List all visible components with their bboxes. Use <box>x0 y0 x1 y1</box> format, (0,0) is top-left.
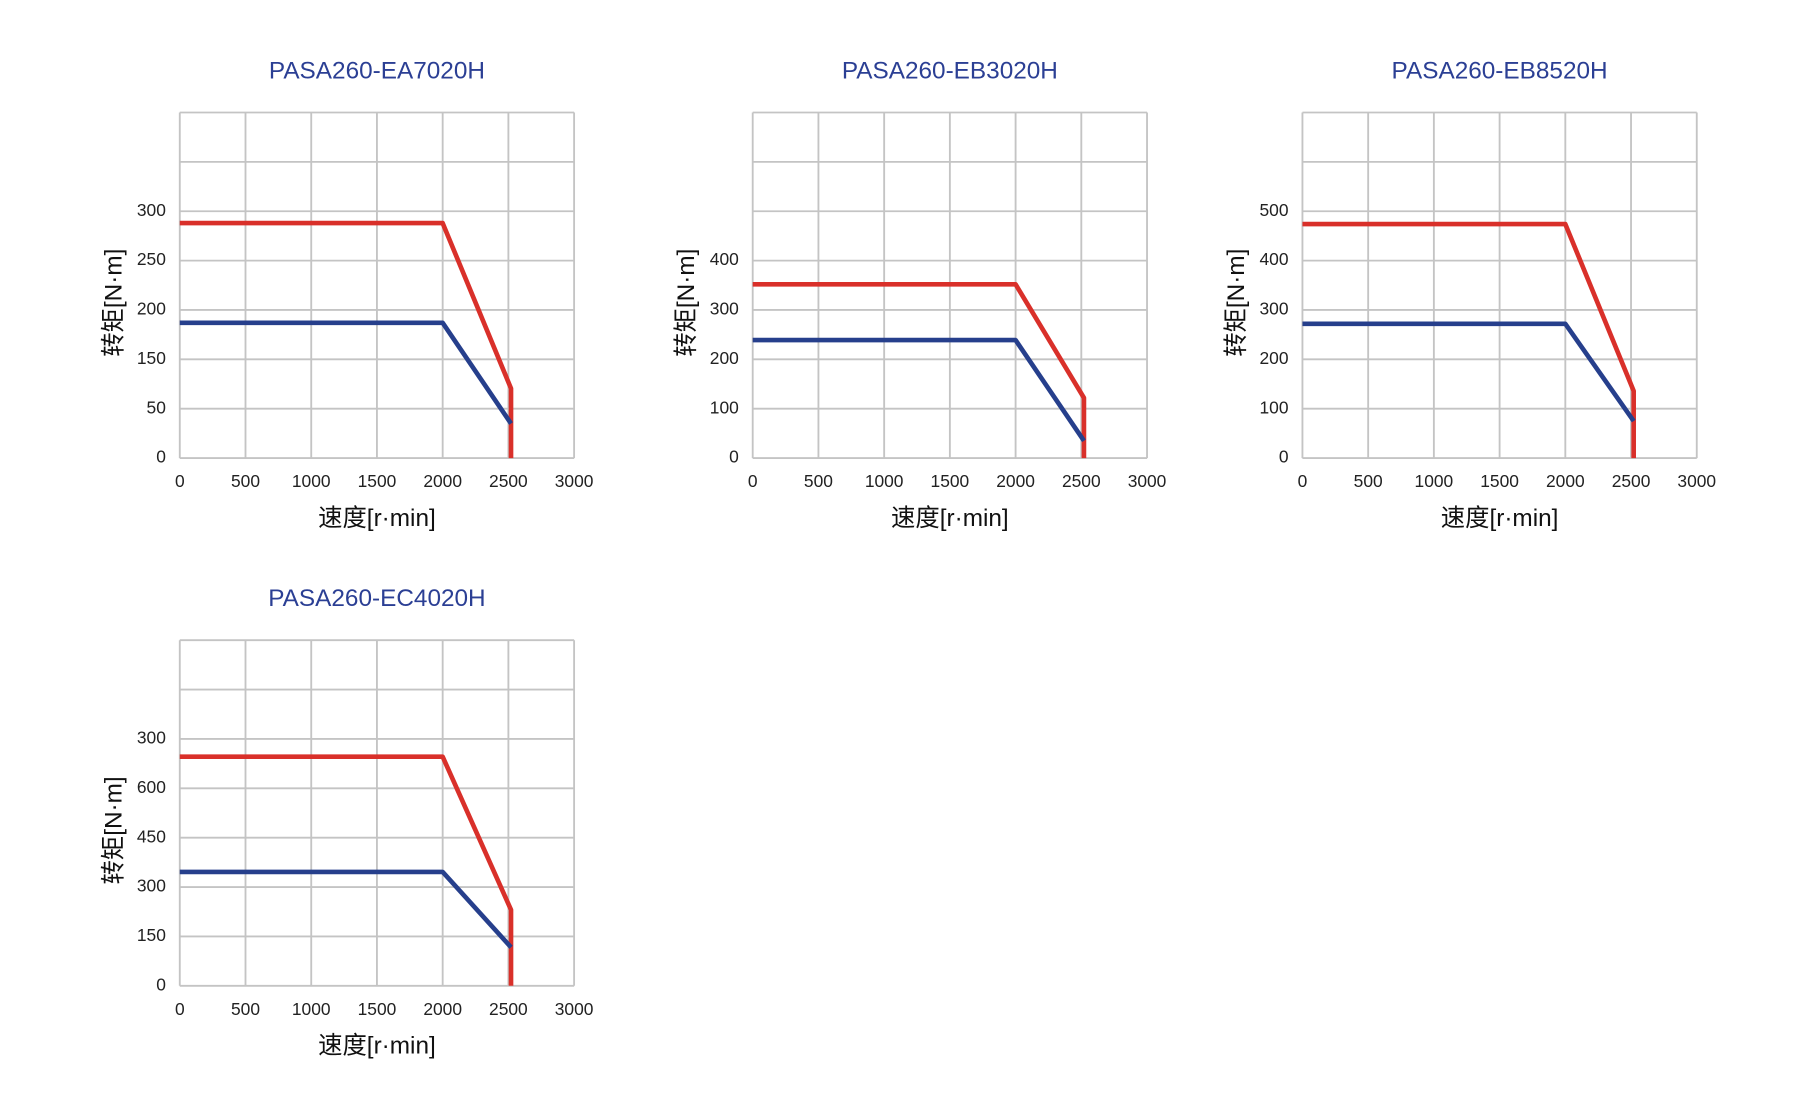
panel: PASA260-EB3020H 0 500 1000 1500 2000 2500 3000 0… <box>673 57 1166 532</box>
y-tick-label: 0 <box>156 974 166 994</box>
y-tick-label: 200 <box>710 348 739 368</box>
x-tick-label: 3000 <box>1677 471 1716 491</box>
y-tick-label: 0 <box>729 447 739 467</box>
y-tick-label: 300 <box>710 299 739 319</box>
chart-title: PASA260-EB8520H <box>1392 57 1608 84</box>
y-tick-label: 150 <box>137 348 166 368</box>
x-axis-label: 速度[r·min] <box>891 505 1009 532</box>
x-tick-label: 1000 <box>292 471 331 491</box>
panel: PASA260-EC4020H 0 500 1000 1500 2000 2500 3000 0… <box>100 585 593 1060</box>
y-tick-label: 200 <box>1260 348 1289 368</box>
torque-curve <box>179 869 513 949</box>
x-axis-label: 速度[r·min] <box>318 1033 436 1060</box>
x-tick-label: 2500 <box>1612 471 1651 491</box>
x-tick-label: 1500 <box>358 999 397 1019</box>
torque-curve <box>179 754 514 986</box>
torque-curve <box>752 281 1087 459</box>
y-tick-label: 250 <box>137 249 166 269</box>
y-axis-label: 转矩[N·m] <box>1223 249 1250 357</box>
y-axis-label: 转矩[N·m] <box>100 776 127 884</box>
x-tick-label: 0 <box>1298 471 1308 491</box>
x-axis-label: 速度[r·min] <box>318 505 436 532</box>
y-tick-label: 400 <box>1260 249 1289 269</box>
x-tick-label: 3000 <box>1128 471 1167 491</box>
y-tick-label: 450 <box>137 826 166 846</box>
torque-curve <box>179 320 513 425</box>
x-tick-label: 2000 <box>423 471 462 491</box>
x-tick-label: 500 <box>804 471 833 491</box>
x-tick-label: 2000 <box>996 471 1035 491</box>
x-tick-label: 3000 <box>555 471 594 491</box>
x-tick-label: 1000 <box>292 999 331 1019</box>
x-tick-label: 1500 <box>358 471 397 491</box>
x-tick-label: 2500 <box>1062 471 1101 491</box>
y-tick-label: 100 <box>1260 397 1289 417</box>
y-axis-label: 转矩[N·m] <box>673 249 700 357</box>
y-tick-label: 0 <box>1279 447 1289 467</box>
x-tick-label: 1500 <box>931 471 970 491</box>
chart-title: PASA260-EC4020H <box>268 585 485 612</box>
torque-curve <box>1302 321 1636 423</box>
y-tick-label: 100 <box>710 397 739 417</box>
x-tick-label: 0 <box>175 471 185 491</box>
x-axis-label: 速度[r·min] <box>1441 505 1559 532</box>
y-tick-label: 500 <box>1260 200 1289 220</box>
x-tick-label: 500 <box>231 471 260 491</box>
x-tick-label: 1000 <box>865 471 904 491</box>
y-axis-label: 转矩[N·m] <box>100 249 127 357</box>
torque-curve <box>1302 221 1636 459</box>
x-tick-label: 500 <box>231 999 260 1019</box>
y-tick-label: 300 <box>137 876 166 896</box>
torque-curve <box>179 220 514 459</box>
x-tick-label: 0 <box>748 471 758 491</box>
x-tick-label: 2000 <box>1546 471 1585 491</box>
x-tick-label: 2500 <box>489 999 528 1019</box>
panel: PASA260-EB8520H 0 500 1000 1500 2000 2500 3000 0… <box>1223 57 1716 532</box>
chart-title: PASA260-EA7020H <box>269 57 485 84</box>
y-tick-label: 400 <box>710 249 739 269</box>
x-tick-label: 0 <box>175 999 185 1019</box>
panel: PASA260-EA7020H 0 500 1000 1500 2000 2500 3000 0… <box>100 57 593 532</box>
x-tick-label: 2500 <box>489 471 528 491</box>
y-tick-label: 300 <box>1260 299 1289 319</box>
x-tick-label: 1500 <box>1480 471 1519 491</box>
x-tick-label: 500 <box>1354 471 1383 491</box>
y-tick-label: 150 <box>137 925 166 945</box>
torque-curve <box>752 337 1086 443</box>
y-tick-label: 300 <box>137 728 166 748</box>
y-tick-label: 200 <box>137 299 166 319</box>
chart-title: PASA260-EB3020H <box>842 57 1058 84</box>
y-tick-label: 600 <box>137 777 166 797</box>
y-tick-label: 0 <box>156 447 166 467</box>
x-tick-label: 3000 <box>555 999 594 1019</box>
x-tick-label: 2000 <box>423 999 462 1019</box>
x-tick-label: 1000 <box>1415 471 1454 491</box>
y-tick-label: 300 <box>137 200 166 220</box>
y-tick-label: 50 <box>147 397 166 417</box>
